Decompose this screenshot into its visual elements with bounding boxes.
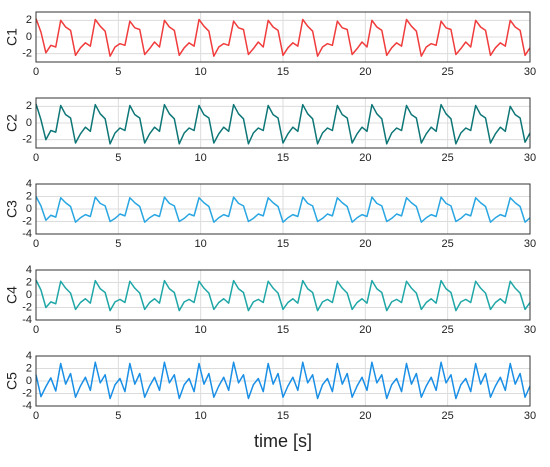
axes-frame [35,183,531,235]
signal-line [35,196,531,223]
y-tick-label: 0 [26,117,32,129]
signal-line [35,103,531,145]
y-tick-label: 4 [26,350,32,362]
x-tick-label: 30 [524,66,536,78]
y-tick-label: 4 [26,178,32,190]
x-tick-label: 10 [195,66,207,78]
signal-line [35,18,531,57]
y-tick-label: -2 [22,301,32,313]
axes-frame [35,11,531,63]
x-tick-label: 25 [442,66,454,78]
axes-frame [35,97,531,149]
x-tick-label: 0 [33,410,39,422]
y-axis-label: C3 [4,200,20,218]
x-tick-label: 5 [115,410,121,422]
y-axis-label: C2 [4,114,20,132]
y-tick-label: -4 [22,228,32,240]
y-tick-label: -4 [22,314,32,326]
x-tick-label: 0 [33,324,39,336]
x-tick-label: 30 [524,324,536,336]
x-tick-label: 25 [442,324,454,336]
x-tick-label: 20 [359,66,371,78]
y-tick-label: 4 [26,264,32,276]
x-tick-label: 10 [195,410,207,422]
y-tick-label: -2 [22,48,32,60]
axes-frame [35,355,531,407]
y-tick-label: -2 [22,387,32,399]
x-tick-label: 5 [115,238,121,250]
x-axis-label: time [s] [254,431,312,451]
x-tick-label: 20 [359,410,371,422]
y-tick-label: -4 [22,400,32,412]
x-tick-label: 20 [359,324,371,336]
y-tick-label: 0 [26,289,32,301]
x-tick-label: 20 [359,238,371,250]
x-tick-label: 25 [442,238,454,250]
y-tick-label: 2 [26,362,32,374]
x-tick-label: 15 [277,238,289,250]
x-tick-label: 15 [277,410,289,422]
y-tick-label: 0 [26,375,32,387]
x-tick-label: 15 [277,66,289,78]
x-tick-label: 0 [33,238,39,250]
y-axis-label: C1 [4,28,20,46]
x-tick-label: 15 [277,152,289,164]
x-tick-label: 30 [524,152,536,164]
x-tick-label: 10 [195,152,207,164]
x-tick-label: 5 [115,152,121,164]
x-tick-label: 0 [33,152,39,164]
y-axis-label: C4 [4,286,20,304]
x-tick-label: 10 [195,324,207,336]
x-tick-label: 5 [115,66,121,78]
y-tick-label: 2 [26,14,32,26]
y-tick-label: -2 [22,134,32,146]
x-tick-label: 30 [524,238,536,250]
x-tick-label: 15 [277,324,289,336]
x-tick-label: 25 [442,152,454,164]
y-axis-label: C5 [4,372,20,390]
x-tick-label: 10 [195,238,207,250]
x-tick-label: 20 [359,152,371,164]
x-tick-label: 0 [33,66,39,78]
x-tick-label: 30 [524,410,536,422]
signal-line [35,279,531,312]
y-tick-label: -2 [22,215,32,227]
y-tick-label: 2 [26,190,32,202]
y-tick-label: 2 [26,100,32,112]
axes-frame [35,269,531,321]
x-tick-label: 5 [115,324,121,336]
x-tick-label: 25 [442,410,454,422]
y-tick-label: 0 [26,203,32,215]
signal-line [35,361,531,400]
y-tick-label: 0 [26,31,32,43]
y-tick-label: 2 [26,276,32,288]
